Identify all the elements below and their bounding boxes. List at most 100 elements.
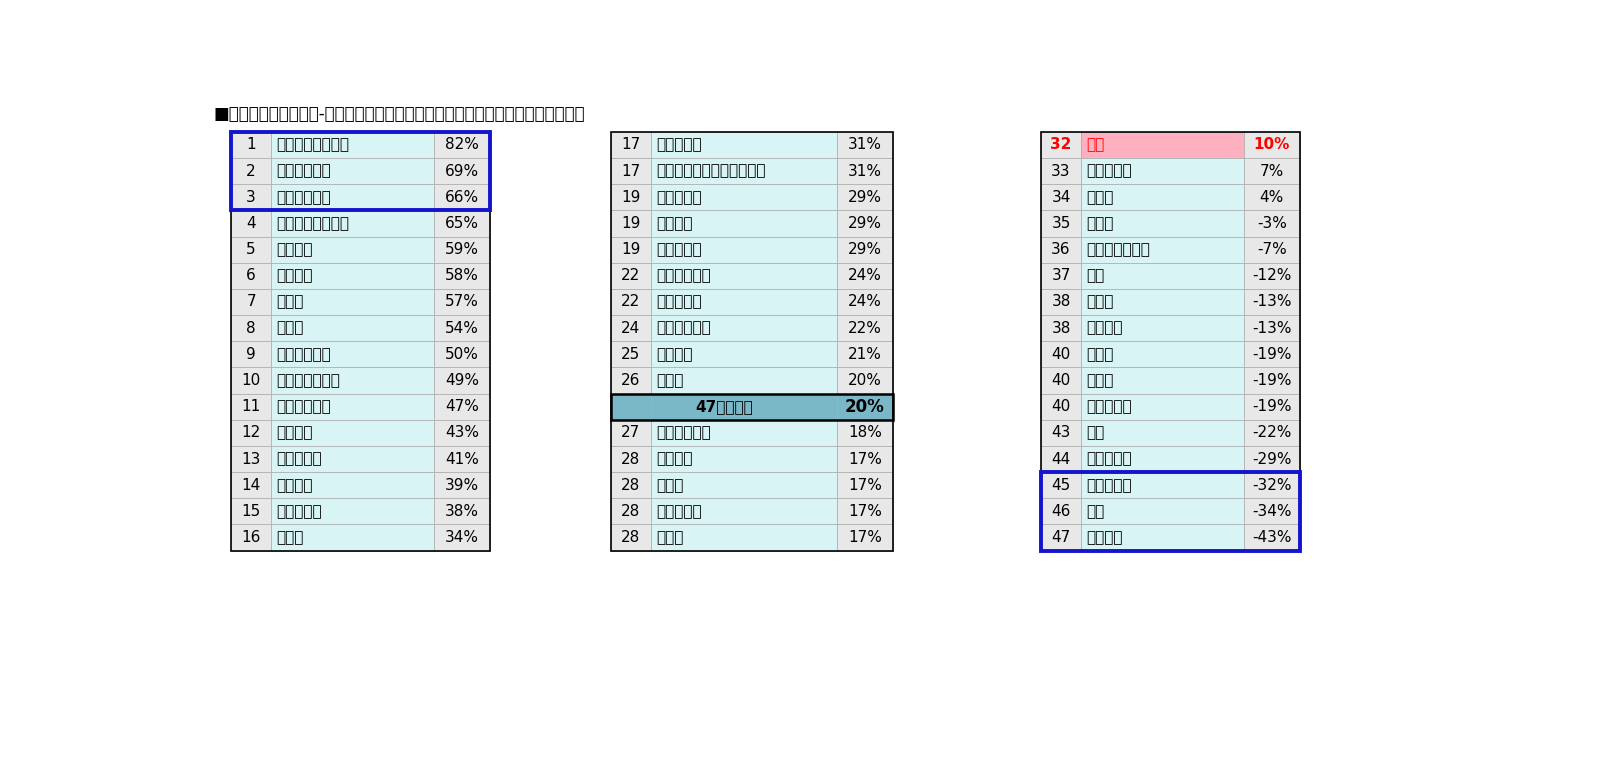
Text: 37: 37 — [1051, 268, 1070, 283]
Text: 22%: 22% — [848, 321, 882, 335]
Text: -34%: -34% — [1253, 504, 1291, 519]
Bar — [651, 342, 837, 368]
Bar — [1042, 472, 1082, 498]
Bar — [1243, 263, 1299, 289]
Text: フィンランド: フィンランド — [277, 399, 331, 414]
Bar — [651, 263, 837, 289]
Bar — [611, 393, 651, 419]
Text: メキシコ: メキシコ — [656, 347, 693, 362]
Bar — [1082, 263, 1243, 289]
Text: 20%: 20% — [848, 373, 882, 388]
Text: 1: 1 — [246, 137, 256, 153]
Bar — [1243, 315, 1299, 342]
Text: 4%: 4% — [1259, 190, 1283, 205]
Bar — [1082, 158, 1243, 184]
Bar — [230, 419, 272, 446]
Bar — [434, 368, 490, 393]
Text: 54%: 54% — [445, 321, 478, 335]
Bar — [434, 419, 490, 446]
Bar — [1243, 393, 1299, 419]
Text: 17: 17 — [621, 163, 640, 179]
Text: ガーナ: ガーナ — [656, 478, 683, 493]
Bar — [837, 472, 893, 498]
Text: イタリア: イタリア — [1086, 530, 1123, 545]
Text: 韓国: 韓国 — [1086, 426, 1106, 440]
Text: 43: 43 — [1051, 426, 1070, 440]
Text: イラク: イラク — [1086, 190, 1114, 205]
Text: 12: 12 — [242, 426, 261, 440]
Bar — [651, 210, 837, 237]
Text: ドイツ: ドイツ — [656, 373, 683, 388]
Text: ベトナム: ベトナム — [277, 242, 314, 257]
Bar — [230, 237, 272, 263]
Bar — [837, 342, 893, 368]
Text: 17: 17 — [621, 137, 640, 153]
Bar — [272, 315, 434, 342]
Bar — [611, 419, 651, 446]
Bar — [1042, 498, 1082, 524]
Text: コソボ: コソボ — [277, 321, 304, 335]
Text: 46: 46 — [1051, 504, 1070, 519]
Text: 58%: 58% — [445, 268, 478, 283]
Text: チェコ: チェコ — [1086, 373, 1114, 388]
Bar — [837, 498, 893, 524]
Text: 26: 26 — [621, 373, 640, 388]
Text: コロンビア: コロンビア — [656, 242, 702, 257]
Text: 57%: 57% — [445, 295, 478, 309]
Text: 39%: 39% — [445, 478, 478, 493]
Text: アメリカ: アメリカ — [277, 426, 314, 440]
Text: アフガニスタン: アフガニスタン — [1086, 242, 1150, 257]
Bar — [272, 237, 434, 263]
Text: 69%: 69% — [445, 163, 478, 179]
Text: オーストリア: オーストリア — [656, 321, 712, 335]
Text: -32%: -32% — [1253, 478, 1291, 493]
Bar — [1243, 132, 1299, 158]
Bar — [272, 472, 434, 498]
Bar — [1082, 237, 1243, 263]
Bar — [1243, 184, 1299, 210]
Bar — [1042, 289, 1082, 315]
Text: 10: 10 — [242, 373, 261, 388]
Bar — [1042, 158, 1082, 184]
Text: ブルガリア: ブルガリア — [1086, 452, 1133, 466]
Bar — [1243, 524, 1299, 550]
Text: ヨルダン: ヨルダン — [656, 216, 693, 231]
Text: 日本: 日本 — [1086, 137, 1106, 153]
Text: 34: 34 — [1051, 190, 1070, 205]
Text: スペイン: スペイン — [656, 452, 693, 466]
Text: 6: 6 — [246, 268, 256, 283]
Text: -19%: -19% — [1253, 347, 1291, 362]
Text: 北マケドニア: 北マケドニア — [656, 268, 712, 283]
Text: 28: 28 — [621, 504, 640, 519]
Text: 66%: 66% — [445, 190, 478, 205]
Text: -12%: -12% — [1253, 268, 1291, 283]
Bar — [837, 237, 893, 263]
Text: 38: 38 — [1051, 295, 1070, 309]
Text: インド: インド — [277, 295, 304, 309]
Bar — [1243, 210, 1299, 237]
Bar — [272, 289, 434, 315]
Text: アルゼンチン: アルゼンチン — [656, 426, 712, 440]
Bar — [1243, 368, 1299, 393]
Text: 22: 22 — [621, 295, 640, 309]
Bar — [1243, 472, 1299, 498]
Bar — [611, 368, 651, 393]
Text: 24: 24 — [621, 321, 640, 335]
Bar — [1042, 472, 1299, 550]
Text: 29%: 29% — [848, 216, 882, 231]
Bar — [434, 472, 490, 498]
Bar — [651, 158, 837, 184]
Bar — [434, 132, 490, 158]
Text: ナイジェリア: ナイジェリア — [277, 163, 331, 179]
Bar — [1082, 210, 1243, 237]
Text: 22: 22 — [621, 268, 640, 283]
Bar — [651, 368, 837, 393]
Text: 82%: 82% — [445, 137, 478, 153]
Bar — [272, 524, 434, 550]
Bar — [651, 419, 837, 446]
Text: 10%: 10% — [1254, 137, 1290, 153]
Bar — [611, 184, 651, 210]
Bar — [1243, 419, 1299, 446]
Text: 65%: 65% — [445, 216, 478, 231]
Text: 41%: 41% — [445, 452, 478, 466]
